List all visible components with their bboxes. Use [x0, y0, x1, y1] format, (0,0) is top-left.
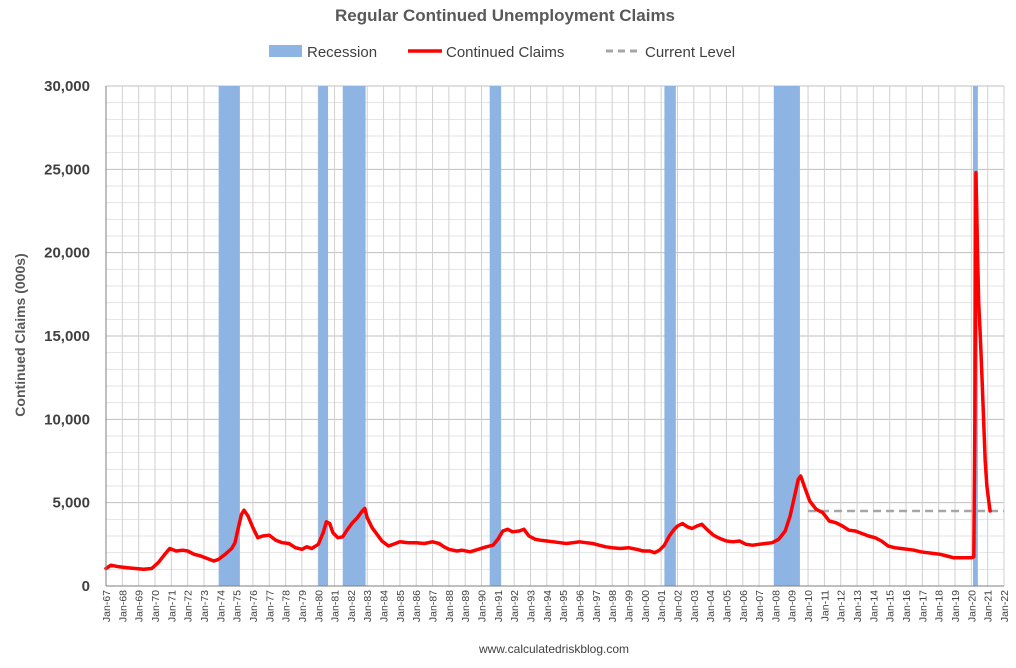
x-tick-label: Jan-77 [264, 590, 276, 622]
x-tick-label: Jan-97 [591, 590, 603, 622]
x-tick-label: Jan-99 [624, 590, 636, 622]
x-tick-label: Jan-81 [330, 590, 342, 622]
x-tick-label: Jan-67 [101, 590, 113, 622]
x-tick-label: Jan-95 [558, 590, 570, 622]
x-tick-label: Jan-10 [803, 590, 815, 622]
x-tick-label: Jan-04 [705, 590, 717, 622]
y-tick-label: 10,000 [44, 411, 90, 428]
x-tick-label: Jan-16 [901, 590, 913, 622]
x-tick-label: Jan-83 [362, 590, 374, 622]
x-tick-label: Jan-05 [721, 590, 733, 622]
axes [105, 86, 1004, 587]
legend: Recession Continued Claims Current Level [269, 44, 735, 61]
x-tick-label: Jan-14 [868, 590, 880, 622]
recession-band [318, 86, 329, 586]
x-tick-label: Jan-93 [526, 590, 538, 622]
x-tick-label: Jan-20 [966, 590, 978, 622]
legend-claims-label: Continued Claims [446, 44, 564, 61]
series-layer [104, 170, 992, 572]
legend-recession-swatch [269, 45, 302, 57]
recession-band [664, 86, 676, 586]
chart-title: Regular Continued Unemployment Claims [335, 6, 675, 25]
recession-band [489, 86, 502, 586]
y-tick-label: 25,000 [44, 161, 90, 178]
x-tick-label: Jan-78 [281, 590, 293, 622]
x-tick-label: Jan-91 [493, 590, 505, 622]
x-tick-label: Jan-15 [885, 590, 897, 622]
x-tick-label: Jan-19 [950, 590, 962, 622]
x-tick-label: Jan-18 [934, 590, 946, 622]
x-tick-label: Jan-94 [542, 590, 554, 622]
x-tick-label: Jan-76 [248, 590, 260, 622]
x-tick-label: Jan-79 [297, 590, 309, 622]
source-credit: www.calculatedriskblog.com [478, 642, 629, 656]
x-tick-label: Jan-88 [444, 590, 456, 622]
x-tick-label: Jan-98 [607, 590, 619, 622]
x-tick-label: Jan-17 [917, 590, 929, 622]
y-axis-ticks: 0 5,000 10,000 15,000 20,000 25,000 30,000 [44, 78, 90, 595]
x-tick-label: Jan-89 [460, 590, 472, 622]
x-tick-label: Jan-70 [150, 590, 162, 622]
x-tick-label: Jan-00 [640, 590, 652, 622]
x-tick-label: Jan-75 [232, 590, 244, 622]
x-tick-label: Jan-11 [819, 590, 831, 621]
y-tick-label: 20,000 [44, 245, 90, 262]
x-tick-label: Jan-69 [134, 590, 146, 622]
x-tick-label: Jan-71 [166, 590, 178, 622]
x-tick-label: Jan-80 [313, 590, 325, 622]
x-tick-label: Jan-22 [999, 590, 1011, 622]
x-tick-label: Jan-96 [575, 590, 587, 622]
x-tick-label: Jan-06 [738, 590, 750, 622]
x-tick-label: Jan-92 [509, 590, 521, 622]
x-tick-label: Jan-09 [787, 590, 799, 622]
legend-current-level-label: Current Level [645, 44, 735, 61]
recession-band [218, 86, 240, 586]
x-tick-label: Jan-72 [183, 590, 195, 622]
x-tick-label: Jan-08 [770, 590, 782, 622]
x-tick-label: Jan-13 [852, 590, 864, 622]
x-axis-ticks: Jan-67 Jan-68 Jan-69 Jan-70 Jan-71 Jan-72 Jan-… [101, 590, 1011, 622]
y-axis-label: Continued Claims (000s) [12, 253, 28, 416]
y-tick-label: 5,000 [52, 495, 90, 512]
x-tick-label: Jan-02 [673, 590, 685, 622]
recession-band [773, 86, 800, 586]
y-tick-label: 30,000 [44, 78, 90, 95]
legend-recession-label: Recession [307, 44, 377, 61]
x-tick-label: Jan-01 [656, 590, 668, 622]
x-tick-label: Jan-87 [428, 590, 440, 622]
x-tick-label: Jan-82 [346, 590, 358, 622]
x-tick-label: Jan-21 [983, 590, 995, 622]
y-tick-label: 15,000 [44, 328, 90, 345]
x-tick-label: Jan-12 [836, 590, 848, 622]
x-tick-label: Jan-73 [199, 590, 211, 622]
x-tick-label: Jan-07 [754, 590, 766, 622]
x-tick-label: Jan-84 [379, 590, 391, 622]
x-tick-label: Jan-90 [477, 590, 489, 622]
x-tick-label: Jan-85 [395, 590, 407, 622]
y-tick-label: 0 [82, 578, 90, 595]
x-tick-label: Jan-68 [117, 590, 129, 622]
series-line-continued-claims [104, 170, 992, 572]
x-tick-label: Jan-03 [689, 590, 701, 622]
recession-band [342, 86, 366, 586]
grid [105, 85, 1005, 587]
recession-bands [218, 86, 978, 586]
x-tick-label: Jan-86 [411, 590, 423, 622]
x-tick-label: Jan-74 [215, 590, 227, 622]
